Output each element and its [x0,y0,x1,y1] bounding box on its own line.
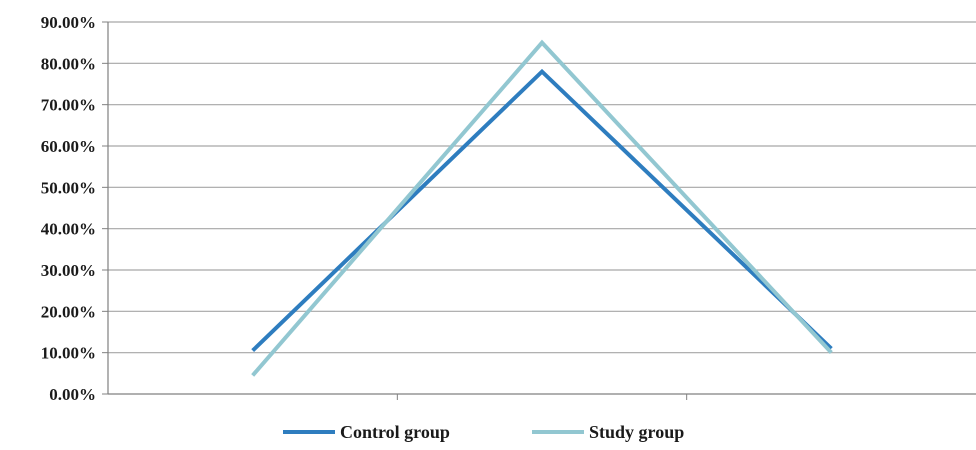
series-line-control-group [251,68,833,353]
y-tick-label: 40.00% [41,220,96,239]
series-line-study-group [251,39,833,377]
y-tick-label: 60.00% [41,137,96,156]
y-tick-label: 10.00% [41,344,96,363]
y-tick-label: 20.00% [41,302,96,321]
axes [107,22,976,400]
legend-label-study-group: Study group [589,422,684,442]
y-tick-label: 0.00% [49,385,96,404]
gridlines [102,21,976,395]
y-tick-label: 90.00% [41,13,96,32]
y-tick-label: 80.00% [41,54,96,73]
y-tick-label: 30.00% [41,261,96,280]
legend: Control group Study group [283,422,684,442]
y-tick-label: 50.00% [41,178,96,197]
y-axis-tick-labels: 0.00% 10.00% 20.00% 30.00% 40.00% 50.00% 60.00… [41,13,96,404]
series-lines [251,39,833,377]
y-tick-label: 70.00% [41,96,96,115]
legend-label-control-group: Control group [340,422,450,442]
